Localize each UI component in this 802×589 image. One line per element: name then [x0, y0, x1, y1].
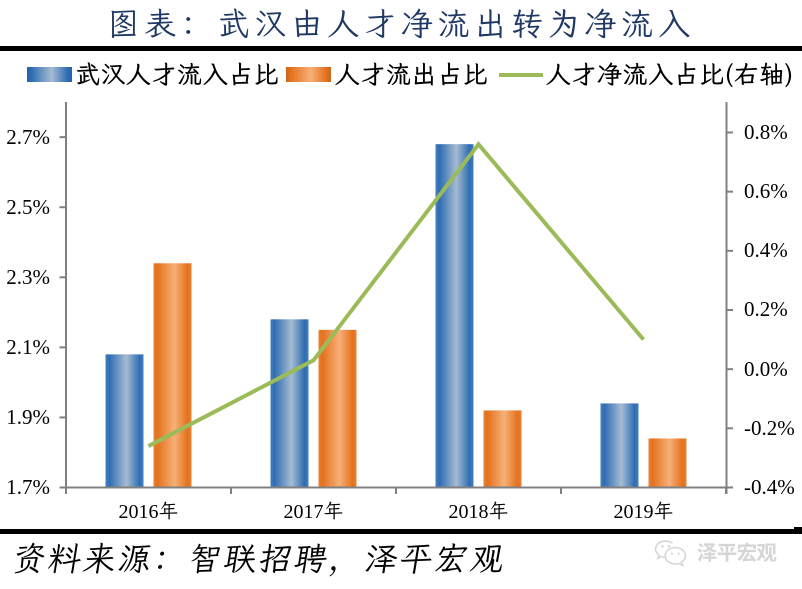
right-axis-tick-label: 0.0%	[744, 356, 788, 381]
left-axis-tick-label: 2.3%	[6, 264, 50, 289]
net-inflow-line	[147, 141, 646, 448]
x-axis-category-label: 2017年	[283, 501, 344, 523]
bottom-divider-tip	[794, 526, 802, 534]
bar-outflow-2016年	[153, 263, 192, 489]
right-axis-tick-label: -0.4%	[744, 475, 795, 499]
legend-label-net: 人才净流入占比(右轴)	[546, 58, 795, 91]
right-axis-tick-label: 0.4%	[744, 238, 788, 263]
legend-label-outflow: 人才流出占比	[335, 58, 489, 91]
bottom-divider-line	[0, 529, 802, 534]
x-axis-category-label: 2019年	[613, 501, 674, 523]
x-axis-category-label: 2018年	[448, 501, 509, 523]
plot-area	[59, 102, 733, 494]
source-note: 资料来源：智联招聘，泽平宏观	[9, 537, 510, 580]
bar-outflow-2019年	[648, 438, 687, 489]
bar-inflow-2018年	[435, 144, 474, 489]
legend-label-inflow: 武汉人才流入占比	[75, 58, 280, 91]
bar-inflow-2017年	[270, 319, 309, 489]
left-axis-tick-label: 2.1%	[6, 334, 50, 359]
left-axis-tick-label: 2.7%	[6, 124, 50, 149]
right-axis-tick-label: 0.6%	[744, 179, 788, 204]
left-axis-tick-label: 1.7%	[6, 475, 50, 499]
right-axis-tick-label: 0.8%	[744, 119, 788, 144]
bar-inflow-2019年	[600, 403, 639, 489]
watermark: 泽平宏观	[652, 537, 802, 567]
wechat-logo-icon	[654, 540, 687, 567]
left-axis-tick-label: 2.5%	[6, 194, 50, 219]
bar-outflow-2017年	[318, 329, 357, 489]
axes	[59, 102, 733, 494]
chart-title: 图表：武汉由人才净流出转为净流入	[107, 3, 695, 45]
top-divider-line	[0, 46, 802, 51]
bar-outflow-2018年	[483, 410, 522, 489]
x-axis-category-label: 2016年	[118, 501, 179, 523]
bar-inflow-2016年	[105, 354, 144, 489]
right-axis-tick-label: 0.2%	[744, 297, 788, 322]
right-axis-tick-label: -0.2%	[744, 415, 795, 440]
watermark-text: 泽平宏观	[697, 536, 777, 566]
legend-swatch-inflow-bar	[27, 67, 72, 82]
legend-swatch-net-line	[499, 72, 543, 77]
legend-swatch-outflow-bar	[286, 67, 331, 82]
left-axis-tick-label: 1.9%	[6, 404, 50, 429]
